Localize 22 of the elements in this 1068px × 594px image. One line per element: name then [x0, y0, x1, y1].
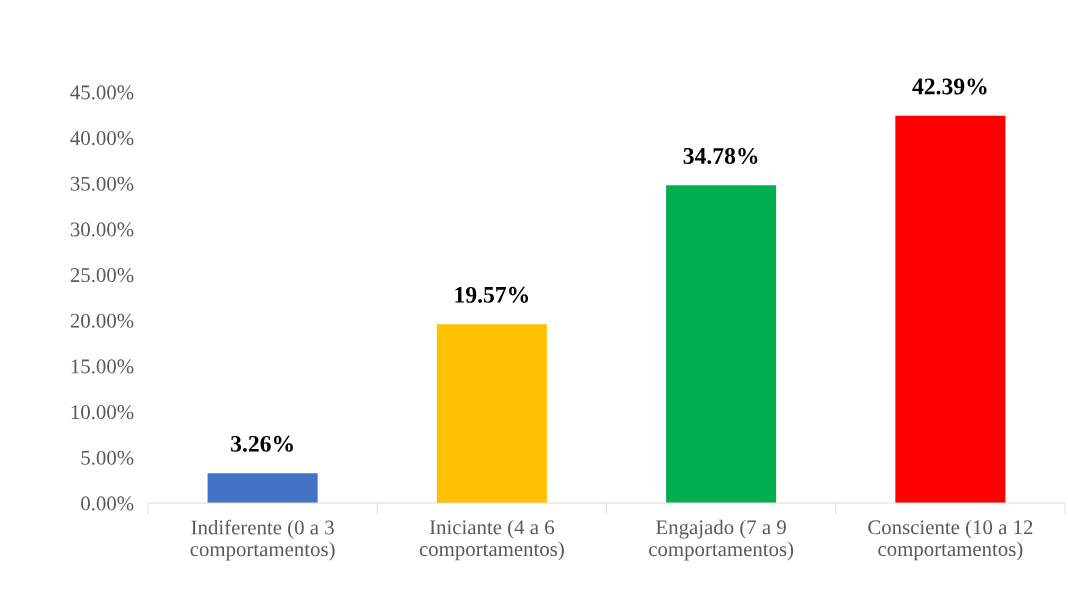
- y-tick-label: 5.00%: [81, 450, 134, 465]
- data-label: 3.26%: [231, 435, 293, 452]
- y-tick-label: 15.00%: [71, 359, 134, 374]
- y-tick-label: 45.00%: [70, 85, 134, 100]
- bar: [895, 115, 1006, 503]
- data-label: 42.39%: [912, 78, 987, 95]
- bar: [436, 324, 547, 503]
- y-tick-label: 40.00%: [70, 131, 134, 146]
- bar: [666, 185, 777, 503]
- x-tick-label: Indiferente (0 a 3 comportamentos): [190, 519, 335, 561]
- x-tick-label: Consciente (10 a 12 comportamentos): [868, 519, 1033, 561]
- data-label: 19.57%: [455, 286, 529, 303]
- y-tick-label: 25.00%: [70, 268, 134, 283]
- x-tick-label: Iniciante (4 a 6 comportamentos): [419, 519, 564, 561]
- y-tick-label: 10.00%: [71, 405, 134, 420]
- y-tick-label: 20.00%: [70, 313, 134, 328]
- x-tick-label: Engajado (7 a 9 comportamentos): [649, 519, 794, 561]
- data-label: 34.78%: [683, 147, 758, 164]
- y-tick-label: 30.00%: [70, 222, 134, 237]
- y-tick-label: 0.00%: [81, 496, 134, 511]
- bar: [207, 473, 318, 503]
- y-tick-label: 35.00%: [70, 176, 134, 191]
